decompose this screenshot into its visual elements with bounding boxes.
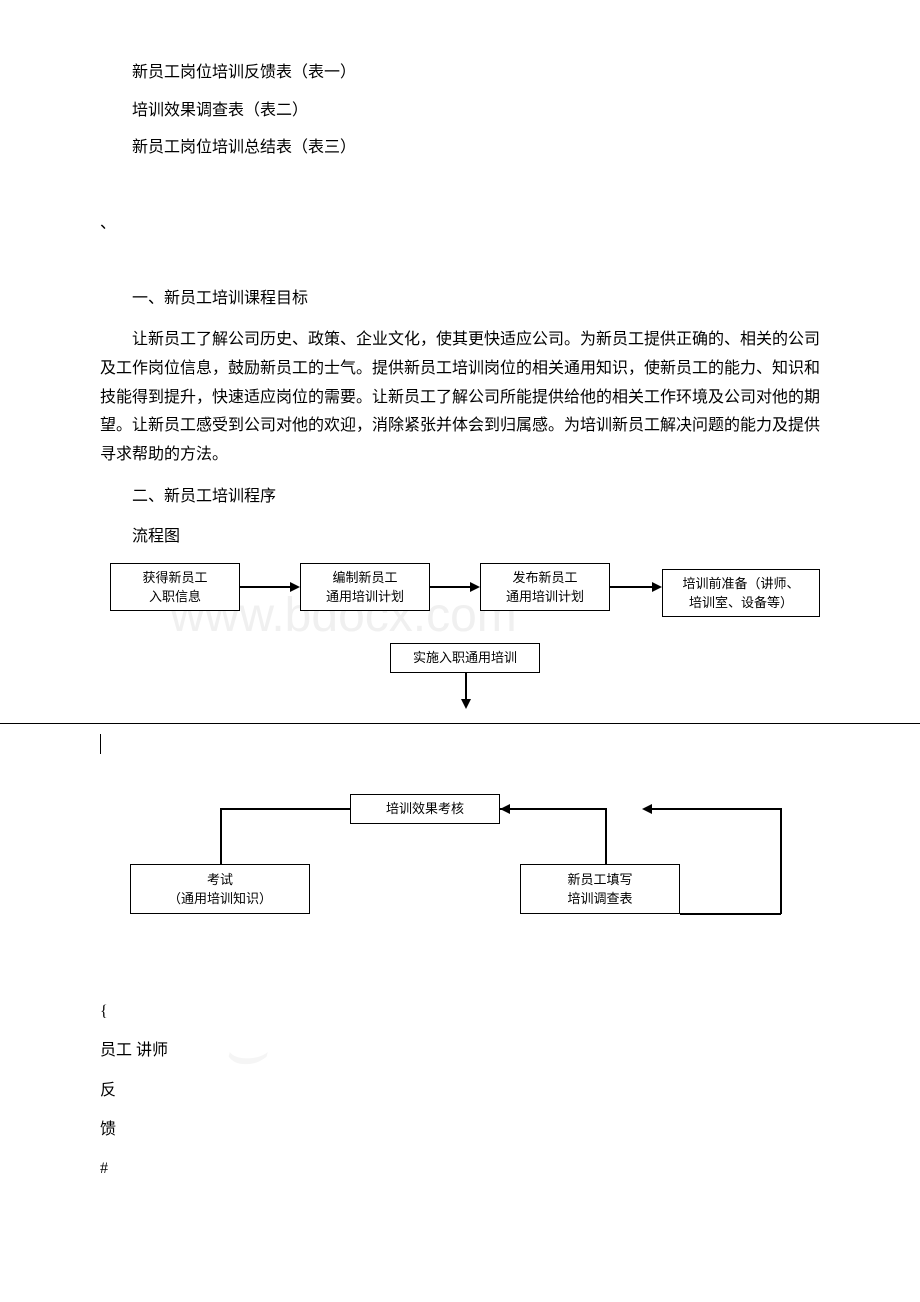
flow-text: 通用培训计划: [506, 587, 584, 607]
divider-line: [0, 723, 920, 724]
arrow-line: [500, 808, 605, 810]
heading-program: 二、新员工培训程序: [100, 484, 820, 510]
arrow-head: [652, 582, 662, 592]
list-item-3: 新员工岗位培训总结表（表三）: [100, 135, 820, 161]
flow-text: 培训室、设备等）: [689, 593, 793, 613]
flow-box-2: 编制新员工 通用培训计划: [300, 563, 430, 611]
arrow-head: [642, 804, 652, 814]
arrow-head: [500, 804, 510, 814]
list-item-2: 培训效果调查表（表二）: [100, 98, 820, 124]
flow-text: 获得新员工: [142, 568, 207, 588]
stray-mark: 、: [100, 211, 820, 237]
arrow-line: [220, 808, 350, 810]
flow-text: （通用培训知识）: [168, 889, 272, 909]
flow-box-assess: 培训效果考核: [350, 794, 500, 824]
arrow-line: [680, 913, 781, 915]
fragment-text-3: 馈: [100, 1112, 820, 1147]
flow-box-survey: 新员工填写 培训调查表: [520, 864, 680, 914]
heading-flowchart: 流程图: [100, 524, 820, 550]
flow-box-exam: 考试 （通用培训知识）: [130, 864, 310, 914]
fragment-hash: #: [100, 1151, 820, 1186]
flow-text: 通用培训计划: [326, 587, 404, 607]
fragment-text-1: 员工 讲师: [100, 1033, 820, 1068]
paragraph-goal: 让新员工了解公司历史、政策、企业文化，使其更快适应公司。为新员工提供正确的、相关…: [100, 326, 820, 470]
fragment-text-2: 反: [100, 1073, 820, 1108]
arrow-head: [461, 699, 471, 709]
flow-text: 考试: [207, 870, 233, 890]
flow-text: 编制新员工: [332, 568, 397, 588]
arrow-line: [240, 586, 292, 588]
list-item-1: 新员工岗位培训反馈表（表一）: [100, 60, 820, 86]
arrow-head: [470, 582, 480, 592]
arrow-head: [290, 582, 300, 592]
arrow-line: [780, 808, 782, 914]
heading-goal: 一、新员工培训课程目标: [100, 286, 820, 312]
flow-box-5: 实施入职通用培训: [390, 643, 540, 673]
cursor-mark: [100, 734, 101, 754]
flow-text: 培训效果考核: [386, 799, 464, 819]
flow-text: 入职信息: [149, 587, 201, 607]
flow-box-1: 获得新员工 入职信息: [110, 563, 240, 611]
flow-text: 实施入职通用培训: [413, 648, 517, 668]
bottom-fragment: ⌣ { 员工 讲师 反 馈 #: [100, 994, 820, 1186]
flow-text: 培训前准备（讲师、: [682, 574, 799, 594]
flow-box-4: 培训前准备（讲师、 培训室、设备等）: [662, 569, 820, 617]
arrow-line: [465, 673, 467, 701]
arrow-line: [650, 808, 780, 810]
flow-box-3: 发布新员工 通用培训计划: [480, 563, 610, 611]
arrow-line: [430, 586, 472, 588]
flow-text: 新员工填写: [567, 870, 632, 890]
flow-text: 培训调查表: [567, 889, 632, 909]
arrow-line: [220, 808, 222, 864]
fragment-brace: {: [100, 994, 820, 1029]
arrow-line: [610, 586, 654, 588]
flowchart-1: www.bdocx.com 获得新员工 入职信息 编制新员工 通用培训计划 发布…: [100, 563, 820, 723]
flow-text: 发布新员工: [512, 568, 577, 588]
arrow-line: [605, 808, 607, 864]
flowchart-2: 培训效果考核 考试 （通用培训知识） 新员工填写 培训调查表: [100, 794, 820, 954]
